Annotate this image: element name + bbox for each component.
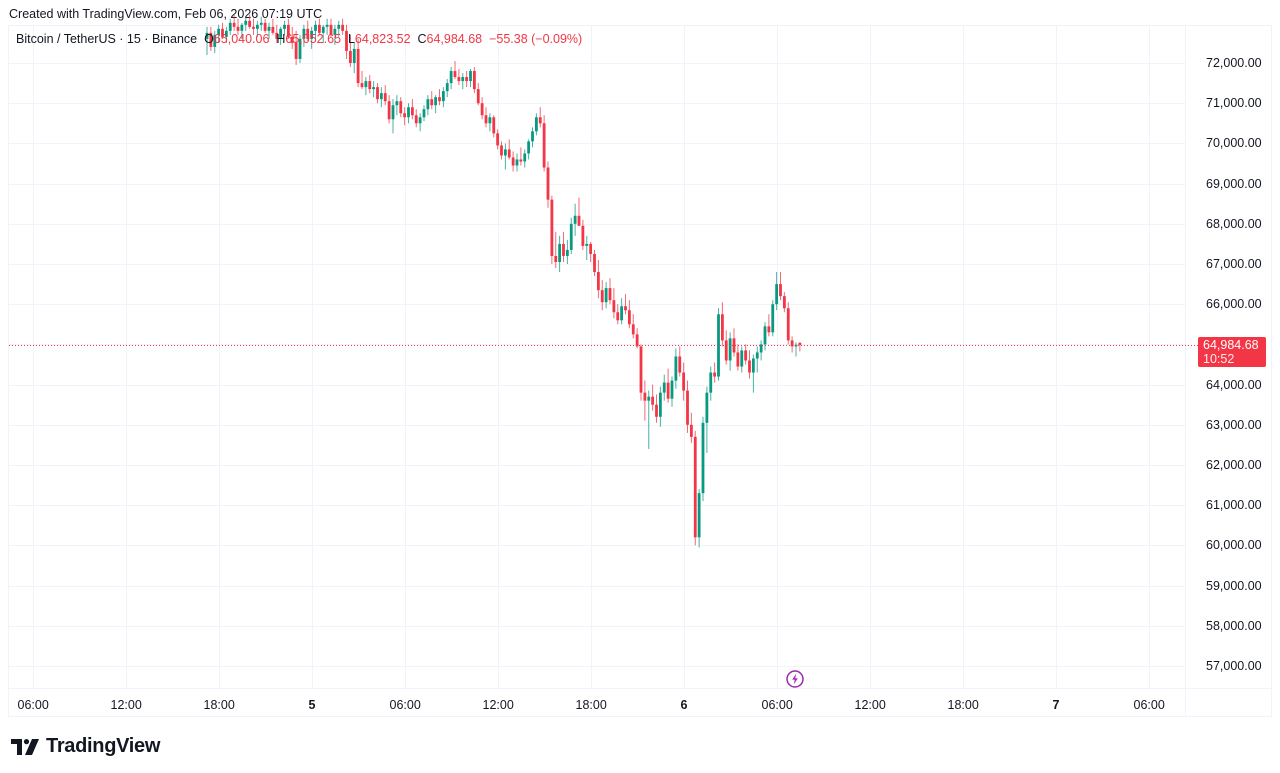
price-tick-label: 58,000.00 [1206, 618, 1262, 633]
chart-pane[interactable] [8, 25, 1272, 717]
price-tick-label: 70,000.00 [1206, 136, 1262, 151]
time-tick-label: 12:00 [110, 698, 142, 712]
tradingview-logo-text: TradingView [46, 735, 161, 757]
low-label: L [347, 32, 355, 46]
price-tick-label: 68,000.00 [1206, 216, 1262, 231]
open-value: 65,040.06 [213, 32, 270, 46]
time-tick-label: 06:00 [1133, 698, 1165, 712]
price-tick-label: 57,000.00 [1206, 659, 1262, 673]
low-value: 64,823.52 [354, 32, 411, 46]
price-tick-label: 63,000.00 [1206, 417, 1262, 432]
time-tick-label: 12:00 [482, 698, 514, 712]
high-value: 65,052.65 [285, 32, 342, 46]
price-tick-label: 59,000.00 [1206, 578, 1262, 593]
price-tick-label: 61,000.00 [1206, 498, 1262, 513]
price-tick-label: 72,000.00 [1206, 56, 1262, 70]
symbol-name[interactable]: Bitcoin / TetherUS · 15 · Binance [16, 32, 198, 46]
time-tick-label: 06:00 [389, 698, 421, 712]
time-tick-label: 18:00 [575, 698, 607, 712]
high-label: H [276, 32, 286, 46]
price-tick-label: 64,000.00 [1206, 377, 1262, 392]
time-tick-label: 06:00 [761, 698, 793, 712]
tradingview-logo[interactable]: TradingView [11, 735, 160, 758]
time-tick-label: 7 [1052, 698, 1060, 712]
watermark-text: Created with TradingView.com, Feb 06, 20… [9, 7, 323, 21]
price-tick-label: 69,000.00 [1206, 176, 1262, 191]
time-tick-label: 6 [680, 698, 688, 712]
price-tick-label: 62,000.00 [1206, 458, 1262, 472]
change-value: −55.38 (−0.09%) [489, 32, 583, 46]
price-tick-label: 60,000.00 [1206, 538, 1262, 553]
time-tick-label: 18:00 [947, 698, 979, 712]
candle-countdown: 10:52 [1203, 352, 1235, 366]
time-tick-label: 5 [308, 698, 316, 712]
close-label: C [417, 32, 427, 46]
last-price-value: 64,984.68 [1203, 338, 1259, 352]
symbol-legend: Bitcoin / TetherUS · 15 · Binance O65,04… [16, 32, 582, 46]
lightning-event-icon[interactable] [786, 670, 804, 688]
tradingview-logo-icon [11, 738, 39, 755]
price-tick-label: 66,000.00 [1206, 297, 1262, 312]
close-value: 64,984.68 [426, 32, 483, 46]
open-label: O [204, 32, 214, 46]
time-tick-label: 18:00 [203, 698, 235, 712]
time-tick-label: 06:00 [17, 698, 49, 712]
last-price-tag: 64,984.68 10:52 [1198, 337, 1266, 367]
price-tick-label: 71,000.00 [1206, 96, 1262, 111]
time-tick-label: 12:00 [854, 698, 886, 712]
price-tick-label: 67,000.00 [1206, 257, 1262, 271]
